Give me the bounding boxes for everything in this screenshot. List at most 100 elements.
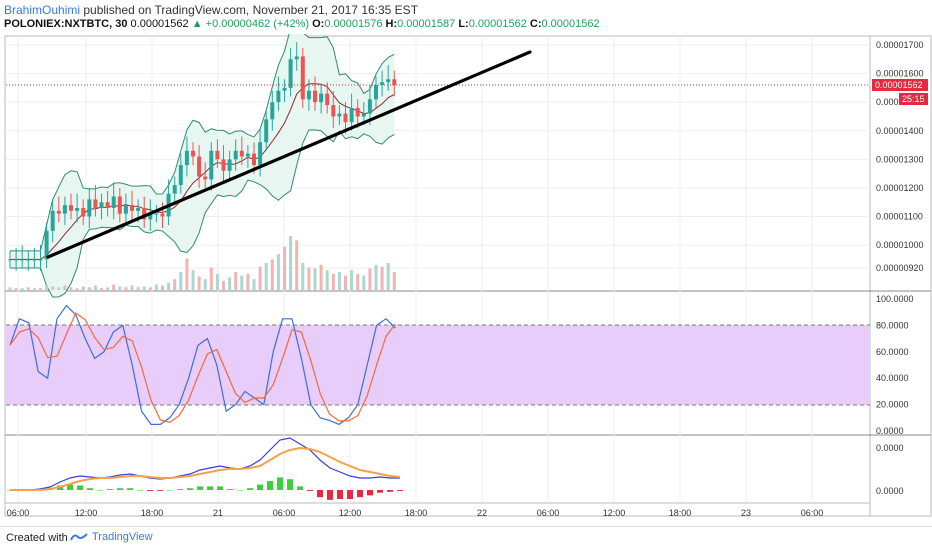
volume-bar	[246, 273, 250, 290]
stoch-tick-label: 100.0000	[876, 294, 914, 304]
candle-body	[111, 196, 116, 208]
candle-body	[355, 107, 360, 117]
candle-body	[319, 93, 324, 103]
price-tick-label: 0.00001000	[876, 240, 924, 250]
candle-body	[32, 259, 37, 261]
macd-histogram-bar	[157, 490, 163, 491]
volume-bar	[93, 285, 97, 290]
macd-histogram-bar	[327, 490, 333, 500]
volume-bar	[362, 275, 366, 290]
high-label: H:	[385, 18, 398, 30]
volume-bar	[276, 254, 280, 290]
timer-tag	[899, 93, 928, 105]
time-tick-label: 12:00	[603, 508, 626, 518]
volume-bar	[39, 288, 42, 290]
volume-bar	[124, 287, 128, 290]
low-label: L:	[458, 18, 469, 30]
candle-body	[38, 259, 43, 261]
volume-bar	[289, 236, 293, 290]
volume-bar	[392, 272, 396, 290]
macd-histogram-bar	[307, 490, 313, 491]
stoch-tick-label: 40.0000	[876, 373, 909, 383]
candle-body	[245, 153, 250, 157]
volume-bar	[167, 282, 171, 290]
candle-body	[337, 113, 342, 117]
volume-bar	[8, 287, 12, 290]
tradingview-brand[interactable]: TradingView	[70, 531, 153, 543]
macd-histogram-bar	[97, 490, 103, 491]
tradingview-brand-label: TradingView	[92, 531, 153, 543]
volume-bar	[313, 268, 317, 290]
volume-bar	[215, 273, 219, 290]
candle-body	[325, 93, 330, 106]
macd-histogram-bar	[177, 489, 183, 490]
macd-histogram-bar	[67, 484, 73, 490]
macd-histogram-bar	[387, 490, 393, 492]
macd-histogram-bar	[377, 490, 383, 493]
open-value: 0.00001576	[324, 18, 383, 30]
stoch-tick-label: 80.0000	[876, 320, 909, 330]
bollinger-lower	[10, 129, 395, 298]
publish-line: BrahimOuhimi published on TradingView.co…	[4, 3, 418, 17]
volume-bar	[32, 288, 36, 290]
symbol-line: POLONIEX:NXTBTC, 30 0.00001562 ▲ +0.0000…	[4, 18, 600, 30]
macd-histogram-bar	[337, 490, 343, 499]
macd-axis[interactable]: 0.0000 0.0000	[876, 443, 904, 496]
candle-body	[270, 102, 275, 120]
price-axis[interactable]: 0.000017000.000016000.000015000.00001400…	[876, 40, 924, 273]
candle-body	[380, 82, 385, 86]
volume-bars	[8, 236, 396, 290]
volume-bar	[191, 270, 195, 290]
close-value: 0.00001562	[541, 18, 600, 30]
candle-body	[136, 207, 141, 211]
candle-body	[26, 259, 31, 261]
stochastic-lines	[9, 304, 396, 426]
macd-histogram-bar	[257, 484, 263, 490]
candle-body	[203, 176, 208, 180]
volume-bar	[270, 259, 274, 290]
volume-bar	[331, 273, 335, 290]
macd-histogram-bar	[117, 488, 123, 490]
candle-body	[184, 150, 189, 166]
volume-bar	[148, 287, 152, 290]
macd-histogram-bar	[357, 490, 363, 498]
candle-body	[374, 85, 378, 100]
symbol-label: POLONIEX:NXTBTC, 30	[4, 18, 128, 30]
volume-bar	[136, 287, 140, 290]
volume-bar	[252, 279, 256, 290]
macd-histogram-bar	[347, 490, 353, 499]
volume-bar	[295, 240, 299, 290]
volume-bar	[63, 285, 67, 290]
stoch-tick-label: 60.0000	[876, 347, 909, 357]
candle-body	[221, 159, 226, 171]
candle-body	[331, 105, 336, 117]
candle-body	[117, 196, 122, 214]
volume-bar	[75, 288, 79, 290]
macd-tick-label: 0.0000	[876, 443, 904, 453]
macd-histogram-bar	[207, 486, 213, 490]
current-price-tag-text: 0.00001562	[875, 80, 923, 90]
macd-histogram-bar	[197, 486, 203, 490]
stoch-tick-label: 20.0000	[876, 400, 909, 410]
stoch-k-line	[9, 304, 396, 426]
time-axis[interactable]: 06:00 12:00 18:00 21 06:00 12:00 18:00 22 06:00 1…	[7, 508, 824, 518]
open-label: O:	[312, 18, 325, 30]
volume-bar	[106, 287, 110, 290]
trend-line[interactable]	[46, 50, 532, 259]
author-link[interactable]: BrahimOuhimi	[4, 3, 81, 17]
macd-histogram-bar	[397, 490, 403, 491]
candle-body	[306, 90, 311, 100]
chart-area[interactable]: 0.000017000.000016000.000015000.00001400…	[0, 34, 932, 526]
chart-frame	[4, 35, 932, 517]
macd-histogram-bar	[127, 488, 133, 490]
macd-histogram-bar	[317, 490, 323, 498]
stoch-axis[interactable]: 100.0000 80.0000 60.0000 40.0000 20.0000 0.00…	[876, 294, 914, 436]
volume-bar	[209, 267, 213, 290]
candle-body	[288, 59, 293, 88]
macd-histogram-bar	[187, 488, 193, 490]
price-tick-label: 0.00000920	[876, 263, 924, 273]
candle-body	[93, 199, 98, 208]
candle-body	[349, 107, 354, 123]
close-label: C:	[529, 18, 542, 30]
volume-bar	[283, 246, 286, 290]
